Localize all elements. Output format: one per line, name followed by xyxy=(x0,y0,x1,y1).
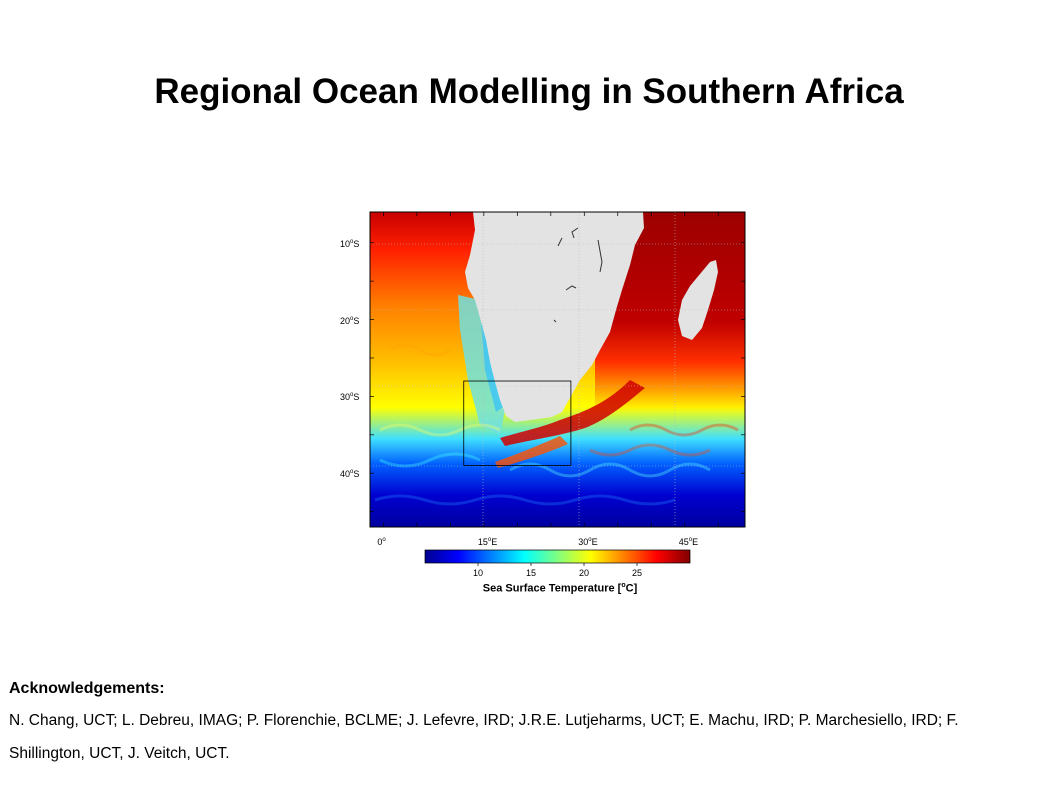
colorbar-tick-label: 20 xyxy=(579,568,590,578)
acknowledgements-text: N. Chang, UCT; L. Debreu, IMAG; P. Flore… xyxy=(9,712,959,762)
lat-label-30s: 30oS xyxy=(340,392,360,403)
colorbar xyxy=(424,549,691,564)
lon-label-45e: 45oE xyxy=(678,537,699,547)
lat-label-20s: 20oS xyxy=(340,315,360,326)
sst-map xyxy=(369,211,746,566)
lat-label-10s: 10oS xyxy=(340,238,360,249)
nested-domain-box xyxy=(463,380,572,466)
lat-label-40s: 40oS xyxy=(340,469,360,480)
slide-title: Regional Ocean Modelling in Southern Afr… xyxy=(154,72,904,111)
colorbar-label: Sea Surface Temperature [oC] xyxy=(482,582,638,595)
agulhas-current xyxy=(500,380,645,446)
colorbar-tick-label: 15 xyxy=(526,568,537,578)
lon-label-15e: 15oE xyxy=(477,537,498,547)
colorbar-tick-label: 25 xyxy=(632,568,643,578)
madagascar xyxy=(678,260,718,340)
acknowledgements-heading: Acknowledgements: xyxy=(9,680,165,697)
sst-map-figure: 10oS 20oS 30oS 40oS 0o 15oE 30oE 45oE 10 15 20 25… xyxy=(330,200,770,610)
africa-landmass xyxy=(465,212,644,422)
lon-label-0: 0o xyxy=(377,537,386,547)
colorbar-tick-label: 10 xyxy=(473,568,484,578)
lon-label-30e: 30oE xyxy=(578,537,598,547)
map-frame xyxy=(369,211,746,528)
